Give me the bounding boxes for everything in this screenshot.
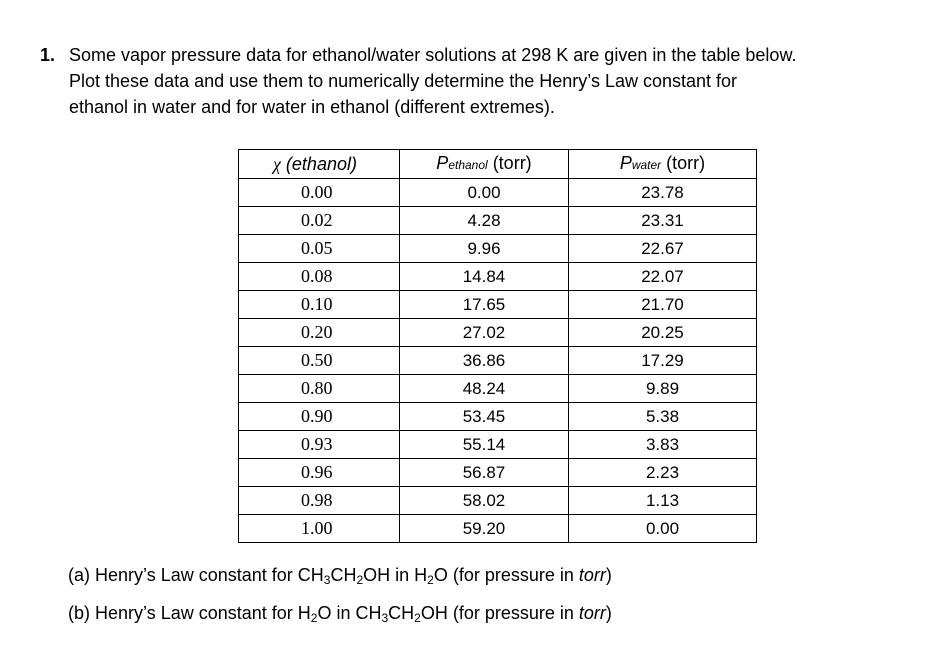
question-text: Some vapor pressure data for ethanol/wat…	[69, 42, 920, 120]
question-parts: (a) Henry’s Law constant for CH3CH2OH in…	[68, 562, 612, 638]
cell-p-water: 5.38	[568, 402, 757, 431]
cell-p-ethanol: 9.96	[399, 234, 569, 263]
cell-mole-fraction: 0.20	[238, 318, 400, 347]
question-line-3: ethanol in water and for water in ethano…	[69, 97, 555, 117]
part-a: (a) Henry’s Law constant for CH3CH2OH in…	[68, 565, 612, 587]
cell-p-ethanol: 55.14	[399, 430, 569, 459]
table-row: 0.96 56.87 2.23	[238, 458, 757, 487]
table-row: 1.00 59.20 0.00	[238, 514, 757, 543]
table-row: 0.08 14.84 22.07	[238, 262, 757, 291]
cell-p-ethanol: 58.02	[399, 486, 569, 515]
vapor-pressure-table: χ (ethanol) Pethanol (torr) Pwater (torr…	[238, 149, 757, 543]
cell-p-ethanol: 4.28	[399, 206, 569, 235]
cell-p-water: 22.07	[568, 262, 757, 291]
table-row: 0.00 0.00 23.78	[238, 178, 757, 207]
cell-p-water: 21.70	[568, 290, 757, 319]
table-row: 0.98 58.02 1.13	[238, 486, 757, 515]
cell-mole-fraction: 0.98	[238, 486, 400, 515]
cell-p-water: 0.00	[568, 514, 757, 543]
cell-mole-fraction: 0.50	[238, 346, 400, 375]
question-line-1: Some vapor pressure data for ethanol/wat…	[69, 45, 797, 65]
table-row: 0.93 55.14 3.83	[238, 430, 757, 459]
table-body: 0.00 0.00 23.78 0.02 4.28 23.31 0.05 9.96 22.67 0…	[238, 178, 757, 543]
cell-mole-fraction: 0.00	[238, 178, 400, 207]
cell-mole-fraction: 0.08	[238, 262, 400, 291]
cell-p-ethanol: 48.24	[399, 374, 569, 403]
table-row: 0.02 4.28 23.31	[238, 206, 757, 235]
header-p-water: Pwater (torr)	[568, 149, 757, 179]
cell-p-water: 17.29	[568, 346, 757, 375]
cell-mole-fraction: 0.90	[238, 402, 400, 431]
table-row: 0.80 48.24 9.89	[238, 374, 757, 403]
cell-p-water: 23.31	[568, 206, 757, 235]
header-p-ethanol: Pethanol (torr)	[399, 149, 569, 179]
cell-mole-fraction: 0.05	[238, 234, 400, 263]
cell-p-ethanol: 14.84	[399, 262, 569, 291]
cell-mole-fraction: 0.10	[238, 290, 400, 319]
cell-p-water: 22.67	[568, 234, 757, 263]
table-row: 0.20 27.02 20.25	[238, 318, 757, 347]
cell-p-ethanol: 59.20	[399, 514, 569, 543]
cell-p-ethanol: 36.86	[399, 346, 569, 375]
question-line-2: Plot these data and use them to numerica…	[69, 71, 738, 91]
table-row: 0.10 17.65 21.70	[238, 290, 757, 319]
cell-p-ethanol: 53.45	[399, 402, 569, 431]
header-mole-fraction: χ (ethanol)	[238, 149, 400, 179]
cell-p-ethanol: 17.65	[399, 290, 569, 319]
cell-p-water: 9.89	[568, 374, 757, 403]
cell-mole-fraction: 1.00	[238, 514, 400, 543]
cell-mole-fraction: 0.02	[238, 206, 400, 235]
cell-p-ethanol: 27.02	[399, 318, 569, 347]
chi-symbol: χ	[273, 154, 281, 174]
cell-mole-fraction: 0.93	[238, 430, 400, 459]
cell-p-water: 1.13	[568, 486, 757, 515]
table-header-row: χ (ethanol) Pethanol (torr) Pwater (torr…	[238, 149, 757, 179]
cell-mole-fraction: 0.96	[238, 458, 400, 487]
cell-p-water: 2.23	[568, 458, 757, 487]
table-row: 0.05 9.96 22.67	[238, 234, 757, 263]
cell-p-water: 20.25	[568, 318, 757, 347]
question-block: 1. Some vapor pressure data for ethanol/…	[40, 42, 920, 120]
cell-p-water: 3.83	[568, 430, 757, 459]
cell-p-ethanol: 0.00	[399, 178, 569, 207]
table-row: 0.50 36.86 17.29	[238, 346, 757, 375]
cell-p-water: 23.78	[568, 178, 757, 207]
part-b: (b) Henry’s Law constant for H2O in CH3C…	[68, 603, 612, 625]
question-number: 1.	[40, 45, 56, 65]
table-row: 0.90 53.45 5.38	[238, 402, 757, 431]
cell-p-ethanol: 56.87	[399, 458, 569, 487]
cell-mole-fraction: 0.80	[238, 374, 400, 403]
